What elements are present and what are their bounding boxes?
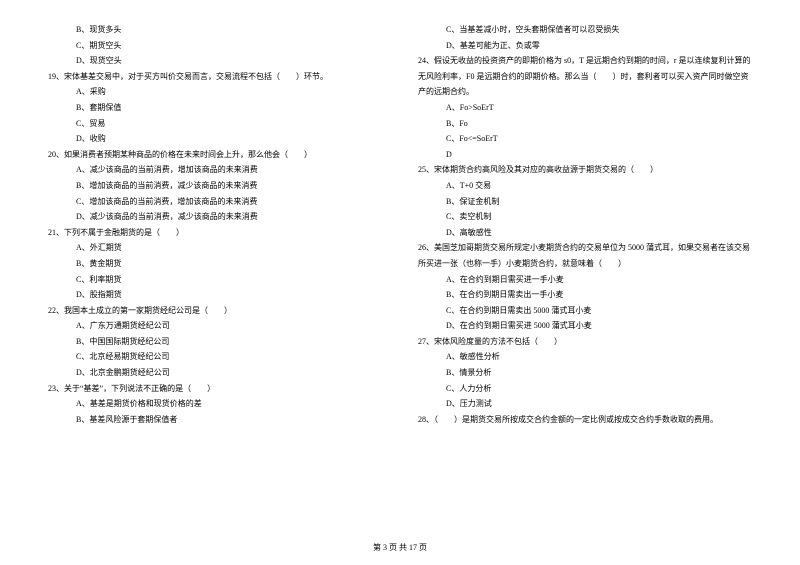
answer-option: C、期货空头 <box>48 38 382 54</box>
answer-option: A、T+0 交易 <box>418 178 752 194</box>
answer-option: B、套期保值 <box>48 100 382 116</box>
answer-option: B、现货多头 <box>48 22 382 38</box>
answer-option: B、保证金机制 <box>418 194 752 210</box>
answer-option: C、增加该商品的当前消费，增加该商品的未来消费 <box>48 194 382 210</box>
right-column: C、当基差减小时，空头套期保值者可以忍受损失D、基差可能为正、负或零24、假设无… <box>418 22 752 427</box>
answer-option: A、采购 <box>48 84 382 100</box>
answer-option: D <box>418 147 752 163</box>
answer-option: C、当基差减小时，空头套期保值者可以忍受损失 <box>418 22 752 38</box>
question-line: 19、宋体基差交易中，对于买方叫价交易而言，交易流程不包括（ ）环节。 <box>48 69 382 85</box>
answer-option: B、中国国际期货经纪公司 <box>48 334 382 350</box>
answer-option: A、在合约到期日需买进一手小麦 <box>418 272 752 288</box>
answer-option: B、黄金期货 <box>48 256 382 272</box>
answer-option: D、在合约到期日需买进 5000 蒲式耳小麦 <box>418 318 752 334</box>
answer-option: A、广东万通期货经纪公司 <box>48 318 382 334</box>
question-line: 25、宋体期货合约高风险及其对应的高收益源于期货交易的（ ） <box>418 162 752 178</box>
answer-option: D、减少该商品的当前消费，减少该商品的未来消费 <box>48 209 382 225</box>
answer-option: A、减少该商品的当前消费，增加该商品的未来消费 <box>48 162 382 178</box>
answer-option: D、股指期货 <box>48 287 382 303</box>
answer-option: C、贸易 <box>48 116 382 132</box>
answer-option: D、高敏感性 <box>418 225 752 241</box>
answer-option: B、情景分析 <box>418 365 752 381</box>
answer-option: A、外汇期货 <box>48 240 382 256</box>
question-line: 21、下列不属于金融期货的是（ ） <box>48 225 382 241</box>
question-line: 27、宋体风险度量的方法不包括（ ） <box>418 334 752 350</box>
page-footer: 第 3 页 共 17 页 <box>0 542 800 553</box>
left-column: B、现货多头C、期货空头D、现货空头19、宋体基差交易中，对于买方叫价交易而言，… <box>48 22 382 427</box>
question-line: 23、关于“基差”，下列说法不正确的是（ ） <box>48 381 382 397</box>
question-line: 28、（ ）是期货交易所按成交合约金额的一定比例或按成交合约手数收取的费用。 <box>418 412 752 428</box>
answer-option: C、在合约到期日需卖出 5000 蒲式耳小麦 <box>418 303 752 319</box>
question-line: 20、如果消费者预期某种商品的价格在未来时间会上升，那么他会（ ） <box>48 147 382 163</box>
answer-option: D、北京金鹏期货经纪公司 <box>48 365 382 381</box>
question-line: 22、我国本土成立的第一家期货经纪公司是（ ） <box>48 303 382 319</box>
answer-option: A、基差是期货价格和现货价格的差 <box>48 396 382 412</box>
answer-option: A、敏感性分析 <box>418 349 752 365</box>
answer-option: C、卖空机制 <box>418 209 752 225</box>
answer-option: C、利率期货 <box>48 272 382 288</box>
answer-option: A、Fo>SoErT <box>418 100 752 116</box>
answer-option: B、增加该商品的当前消费，减少该商品的未来消费 <box>48 178 382 194</box>
answer-option: D、基差可能为正、负或零 <box>418 38 752 54</box>
answer-option: C、人力分析 <box>418 381 752 397</box>
answer-option: C、北京经易期货经纪公司 <box>48 349 382 365</box>
answer-option: D、收购 <box>48 131 382 147</box>
question-line: 26、美国芝加哥期货交易所规定小麦期货合约的交易单位为 5000 蒲式耳，如果交… <box>418 240 752 271</box>
answer-option: D、压力测试 <box>418 396 752 412</box>
answer-option: B、Fo <box>418 116 752 132</box>
answer-option: D、现货空头 <box>48 53 382 69</box>
answer-option: C、Fo<=SoErT <box>418 131 752 147</box>
answer-option: B、基差风险源于套期保值者 <box>48 412 382 428</box>
answer-option: B、在合约到期日需卖出一手小麦 <box>418 287 752 303</box>
question-line: 24、假设无收益的投资资产的即期价格为 s0，T 是远期合约到期的时间，r 是以… <box>418 53 752 100</box>
